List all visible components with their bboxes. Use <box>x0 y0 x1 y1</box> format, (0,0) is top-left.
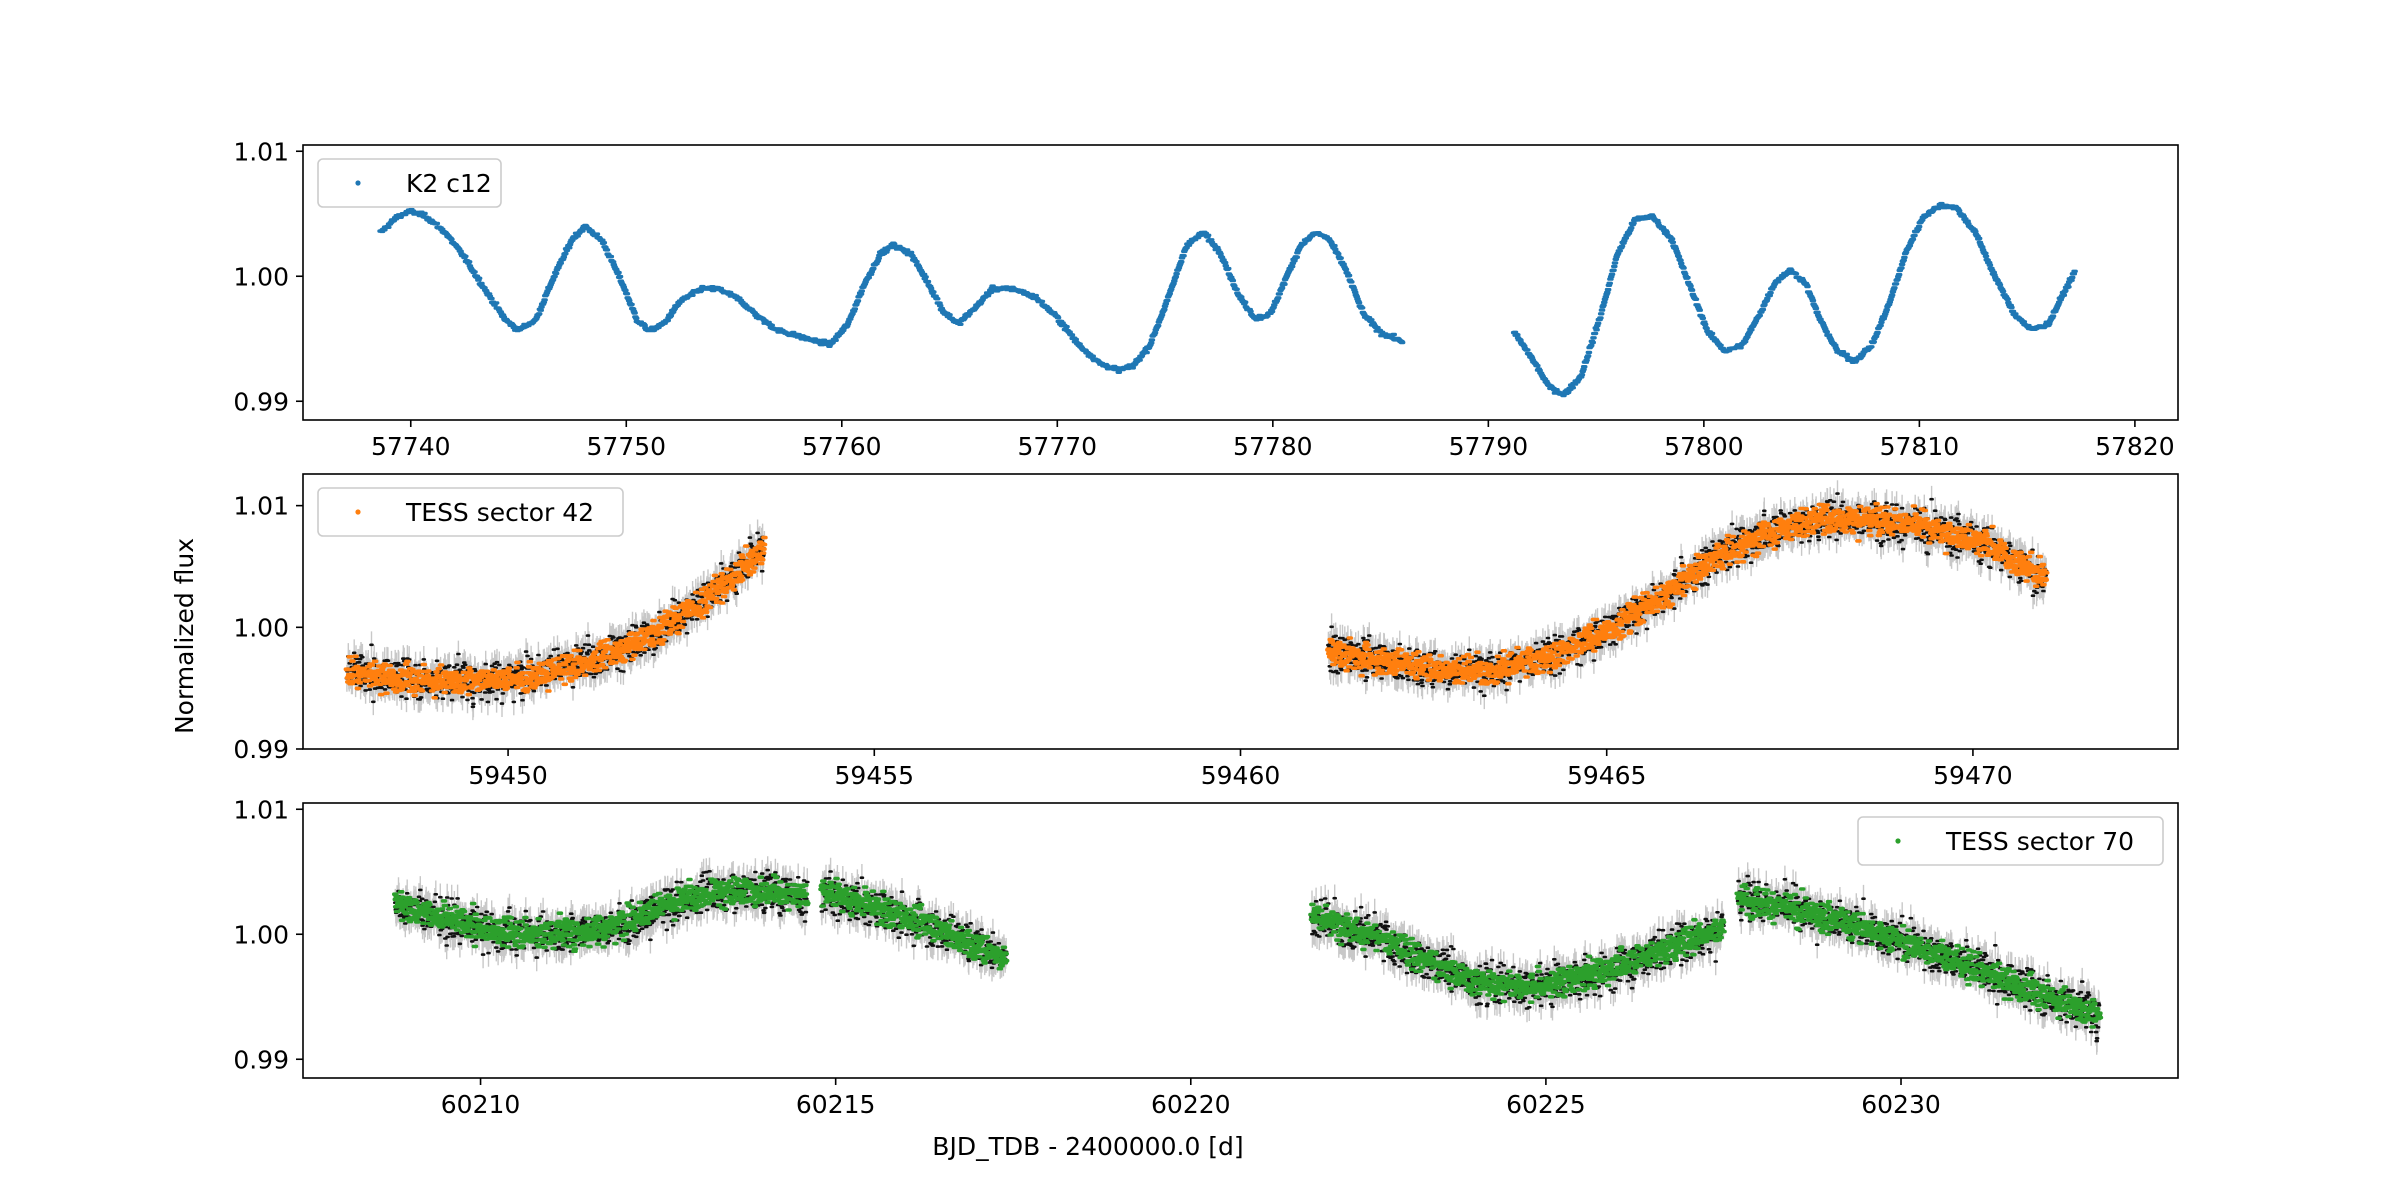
data-point <box>343 535 768 700</box>
series-1-points <box>377 201 2078 398</box>
legend-marker <box>355 180 361 186</box>
x-axis-label: BJD_TDB - 2400000.0 [d] <box>932 1132 1243 1161</box>
x-tick-label: 60230 <box>1861 1090 1941 1119</box>
legend-box <box>317 487 624 537</box>
x-tick-label: 59455 <box>835 761 915 790</box>
axes-frame <box>302 144 2179 421</box>
y-tick-label: 1.00 <box>233 613 289 642</box>
data-point <box>1734 882 2104 1029</box>
x-tick-label: 57810 <box>1880 432 1960 461</box>
x-tick-label: 59450 <box>468 761 548 790</box>
x-tick-label: 59465 <box>1567 761 1647 790</box>
x-tick-label: 57770 <box>1018 432 1098 461</box>
x-tick-label: 57820 <box>2095 432 2175 461</box>
data-segment <box>1308 884 1727 1023</box>
legend: TESS sector 42 <box>317 487 624 537</box>
y-tick-label: 0.99 <box>233 1045 289 1074</box>
x-tick-label: 57750 <box>587 432 667 461</box>
data-point <box>377 207 1406 374</box>
legend-box <box>317 158 502 208</box>
x-tick-label: 57740 <box>371 432 451 461</box>
series-2-points <box>343 480 2050 721</box>
legend-label: TESS sector 42 <box>405 498 594 527</box>
panel-2: 59450 59455 59460 59465 59470 0.99 1.00 1.01 TES… <box>233 473 2179 790</box>
legend-marker <box>355 509 361 515</box>
panels: 57740 57750 57760 57770 57780 57790 57800 57810… <box>233 137 2179 1119</box>
legend: K2 c12 <box>317 158 502 208</box>
data-segment <box>343 519 768 721</box>
data-point <box>1308 902 1727 1004</box>
x-tick-label: 59460 <box>1201 761 1281 790</box>
y-tick-label: 1.01 <box>233 492 289 521</box>
legend: TESS sector 70 <box>1857 816 2164 866</box>
y-tick-label: 0.99 <box>233 387 289 416</box>
series-3-points <box>392 856 2104 1055</box>
x-tick-label: 60210 <box>441 1090 521 1119</box>
data-segment <box>1325 480 2050 710</box>
x-tick-label: 57760 <box>802 432 882 461</box>
data-segment <box>818 857 1010 982</box>
data-point <box>818 876 1010 971</box>
legend-label: TESS sector 70 <box>1945 827 2134 856</box>
y-tick-label: 1.01 <box>233 137 289 166</box>
panel-3: 60210 60215 60220 60225 60230 0.99 1.00 1.01 TES… <box>233 795 2179 1119</box>
data-point <box>1510 201 2078 398</box>
y-axis-label: Normalized flux <box>170 538 199 734</box>
x-tick-label: 57790 <box>1449 432 1529 461</box>
x-tick-label: 60220 <box>1151 1090 1231 1119</box>
y-tick-label: 0.99 <box>233 735 289 764</box>
legend-label: K2 c12 <box>406 169 492 198</box>
y-tick-label: 1.00 <box>233 920 289 949</box>
x-tick-label: 60225 <box>1506 1090 1586 1119</box>
panel-1: 57740 57750 57760 57770 57780 57790 57800 57810… <box>233 137 2179 461</box>
legend-box <box>1857 816 2164 866</box>
data-point <box>1325 501 2050 686</box>
x-tick-label: 57780 <box>1233 432 1313 461</box>
y-tick-label: 1.01 <box>233 795 289 824</box>
y-tick-label: 1.00 <box>233 262 289 291</box>
data-segment <box>392 856 811 972</box>
axes-frame <box>302 802 2179 1079</box>
x-tick-label: 57800 <box>1664 432 1744 461</box>
x-tick-label: 60215 <box>796 1090 876 1119</box>
data-point <box>392 873 811 953</box>
legend-marker <box>1895 838 1901 844</box>
x-tick-label: 59470 <box>1933 761 2013 790</box>
data-segment <box>1510 201 2078 398</box>
data-segment <box>1734 862 2104 1055</box>
data-segment <box>377 207 1406 374</box>
